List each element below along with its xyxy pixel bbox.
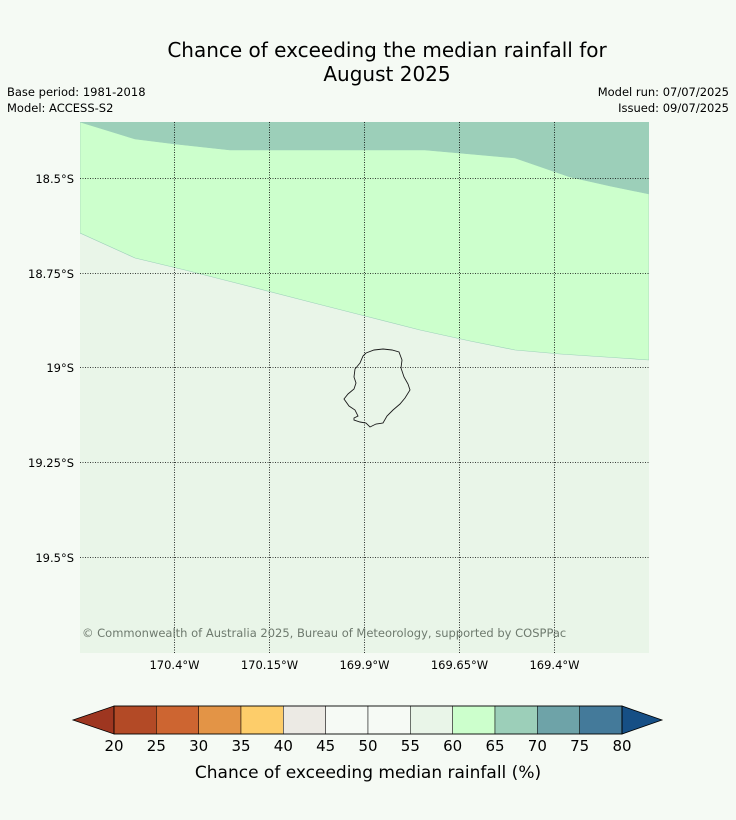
- lat-label: 19.5°S: [35, 551, 74, 565]
- map-title: Chance of exceeding the median rainfall …: [0, 38, 736, 86]
- lat-label: 18.5°S: [35, 172, 74, 186]
- colorbar-cell: [410, 705, 453, 735]
- model-name: Model: ACCESS-S2: [7, 101, 114, 115]
- lon-label: 169.4°W: [529, 658, 579, 672]
- lat-label: 19.25°S: [28, 456, 74, 470]
- zone-60-65: [80, 122, 649, 361]
- title-line-2: August 2025: [323, 62, 451, 86]
- longitude-gridlines: [174, 122, 555, 653]
- colorbar-tick-label: 80: [612, 737, 631, 755]
- copyright-notice: © Commonwealth of Australia 2025, Bureau…: [82, 626, 566, 640]
- colorbar-cell: [494, 705, 538, 735]
- colorbar-tick-label: 40: [274, 737, 293, 755]
- colorbar-tick-label: 20: [104, 737, 123, 755]
- title-line-1: Chance of exceeding the median rainfall …: [167, 38, 607, 62]
- meta-right: Model run: 07/07/2025 Issued: 09/07/2025: [598, 84, 729, 116]
- niue-island-outline: [343, 348, 411, 428]
- colorbar-tick-label: 55: [401, 737, 420, 755]
- lon-label: 169.65°W: [431, 658, 488, 672]
- colorbar-tick-label: 50: [358, 737, 377, 755]
- lon-label: 170.4°W: [149, 658, 199, 672]
- colorbar-cell: [452, 705, 496, 735]
- colorbar-tick-label: 30: [189, 737, 208, 755]
- colorbar-frame: [113, 705, 623, 735]
- colorbar-tick-label: 65: [485, 737, 504, 755]
- base-period: Base period: 1981-2018: [7, 85, 146, 99]
- lon-label: 169.9°W: [339, 658, 389, 672]
- colorbar-over-arrow: [621, 705, 664, 735]
- longitude-labels: 170.4°W 170.15°W 169.9°W 169.65°W 169.4°…: [149, 658, 579, 672]
- colorbar-cell: [156, 705, 199, 735]
- colorbar: 20 25 30 35 40 45 50 55 60 65 70 75 80 Chance of exc…: [71, 705, 664, 783]
- colorbar-cell: [240, 705, 284, 735]
- colorbar-cell: [198, 705, 242, 735]
- colorbar-cell: [283, 705, 326, 735]
- latitude-labels: 18.5°S 18.75°S 19°S 19.25°S 19.5°S: [28, 172, 74, 565]
- colorbar-label: Chance of exceeding median rainfall (%): [195, 763, 541, 783]
- colorbar-cell: [367, 705, 411, 735]
- issued-date: Issued: 09/07/2025: [618, 101, 729, 115]
- model-run: Model run: 07/07/2025: [597, 85, 729, 99]
- colorbar-tick-label: 75: [570, 737, 589, 755]
- colorbar-tick-label: 35: [231, 737, 250, 755]
- zone-70-75: [80, 122, 649, 195]
- colorbar-cell: [579, 705, 623, 735]
- colorbar-under-arrow: [71, 705, 115, 735]
- meta-left: Base period: 1981-2018 Model: ACCESS-S2: [7, 84, 146, 116]
- colorbar-cell: [325, 705, 369, 735]
- colorbar-tick-label: 60: [443, 737, 462, 755]
- lat-label: 19°S: [46, 361, 74, 375]
- lon-label: 170.15°W: [241, 658, 298, 672]
- colorbar-tick-label: 70: [528, 737, 547, 755]
- colorbar-tick-label: 45: [316, 737, 335, 755]
- colorbar-cell: [537, 705, 580, 735]
- colorbar-cell: [113, 705, 157, 735]
- lat-label: 18.75°S: [28, 267, 74, 281]
- colorbar-tick-label: 25: [147, 737, 166, 755]
